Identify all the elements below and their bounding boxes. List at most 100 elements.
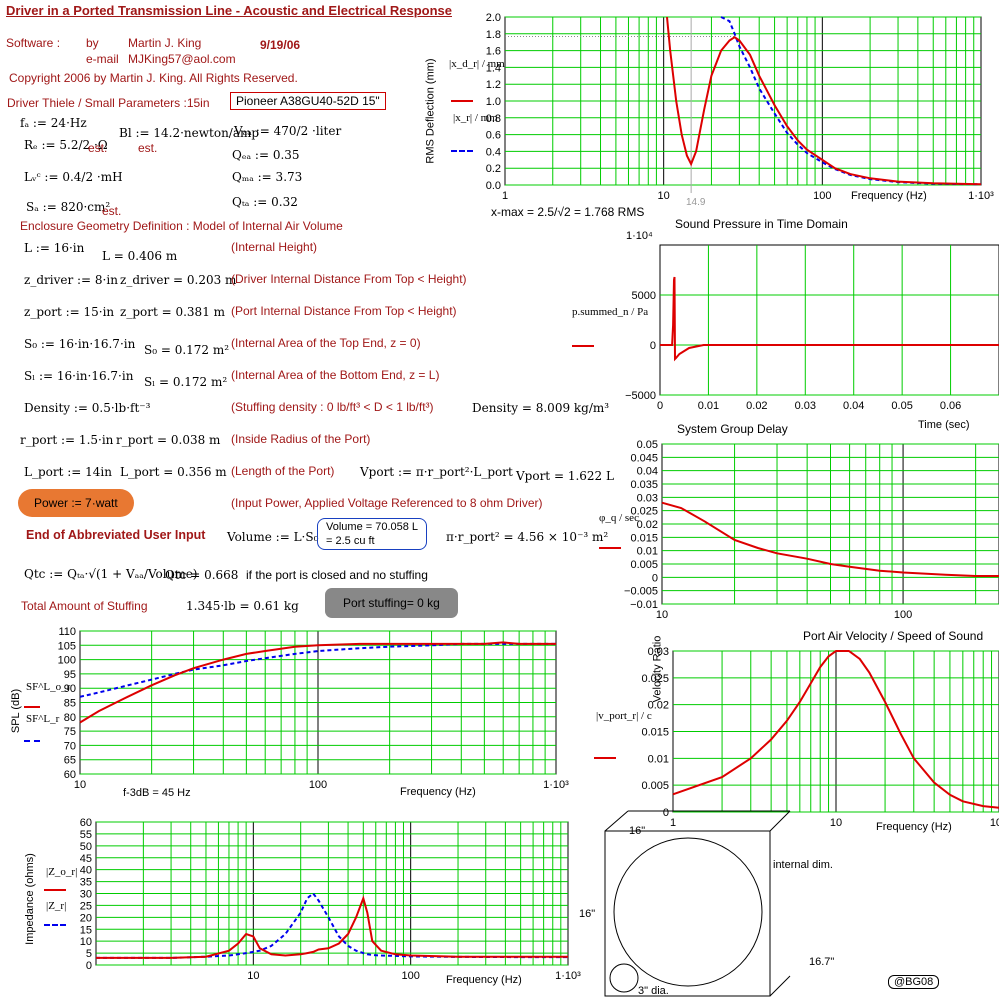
spl-ytick: 85 <box>64 698 76 710</box>
row-desc: (Length of the Port) <box>231 464 335 478</box>
delay-xtick: 100 <box>894 609 912 621</box>
velocity-legend: |v_port_r| / c <box>596 710 652 722</box>
pressure-xtick: 0 <box>657 400 663 412</box>
velocity-red-line <box>672 650 999 809</box>
volume-cuft: = 2.5 cu ft <box>326 535 375 547</box>
copyright: Copyright 2006 by Martin J. King. All Ri… <box>9 71 298 85</box>
velocity-ytick: 0.015 <box>641 727 669 739</box>
param-lvc: Lᵥᶜ := 0.4/2 ·mH <box>24 170 123 184</box>
delay-ytick: 0.03 <box>637 492 658 504</box>
spl-ytick: 75 <box>64 726 76 738</box>
deflection-ytick: 1.0 <box>486 96 501 108</box>
date: 9/19/06 <box>260 38 301 52</box>
spl-xlabel: Frequency (Hz) <box>400 786 476 798</box>
port-circle <box>609 963 639 993</box>
software-label: Software : <box>6 36 61 50</box>
spl-legend-red-swatch <box>24 706 40 708</box>
impedance-ytick: 15 <box>80 924 92 936</box>
spl-ytick: 95 <box>64 669 76 681</box>
pressure-legend: p.summed_n / Pa <box>572 306 649 318</box>
impedance-legend-blue-swatch <box>44 924 66 926</box>
velocity-xlabel: Frequency (Hz) <box>876 821 952 833</box>
row-input: z_driver := 8·in <box>24 273 118 287</box>
row-desc: (Internal Height) <box>231 240 318 254</box>
xmax-label: x-max = 2.5/√2 = 1.768 RMS <box>491 205 645 219</box>
author: Martin J. King <box>128 36 202 50</box>
row-desc: (Driver Internal Distance From Top < Hei… <box>231 272 467 286</box>
box-bottom-edge <box>769 975 791 997</box>
deflection-legend-red: |x_d_r| / mm <box>449 58 505 70</box>
spl-ytick: 105 <box>58 640 76 652</box>
deflection-ytick: 1.8 <box>486 29 501 41</box>
spl-legend-blue: SF^L_r <box>26 713 60 725</box>
impedance-blue-line <box>96 892 568 959</box>
volume-result-box: Volume = 70.058 L = 2.5 cu ft <box>317 518 428 550</box>
row-desc: (Internal Area of the Top End, z = 0) <box>231 336 421 350</box>
spl-ylabel: SPL (dB) <box>10 688 23 734</box>
driver-model-field[interactable]: Pioneer A38GU40-52D 15" <box>230 92 386 110</box>
row-result: L = 0.406 m <box>102 249 178 263</box>
spl-xtick: 100 <box>309 779 327 791</box>
impedance-ytick: 50 <box>80 841 92 853</box>
row-desc: (Stuffing density : 0 lb/ft³ < D < 1 lb/… <box>231 400 434 414</box>
param-vad: Vₐₐ := 470/2 ·liter <box>234 124 342 138</box>
row-result: z_port = 0.381 m <box>120 305 226 319</box>
delay-ytick: 0.05 <box>637 439 658 451</box>
param-qed: Qₑₐ := 0.35 <box>232 148 300 162</box>
impedance-legend-red: |Z_o_r| <box>46 866 78 878</box>
delay-ytick: 0.005 <box>630 559 658 571</box>
pressure-xtick: 0.03 <box>795 400 816 412</box>
spl-ytick: 110 <box>58 626 76 638</box>
impedance-xtick: 1·10³ <box>555 970 581 982</box>
pressure-red-line <box>660 276 999 362</box>
spl-ytick: 100 <box>58 655 76 667</box>
param-re: Rₑ := 5.2/2 ·Ω <box>24 138 108 152</box>
deflection-ytick: 0.4 <box>486 146 501 158</box>
port-area: π·r_port² = 4.56 × 10⁻³ m² <box>446 530 609 544</box>
port-stuffing-field[interactable]: Port stuffing= 0 kg <box>325 588 458 618</box>
deflection-ytick: 0.2 <box>486 163 501 175</box>
delay-ytick: 0.015 <box>630 532 658 544</box>
row-result: S₀ = 0.172 m² <box>144 343 230 357</box>
spl-legend-red: SF^L_o_r <box>26 681 71 693</box>
deflection-legend-blue: |x_r| / mm <box>453 112 498 124</box>
deflection-ytick: 1.2 <box>486 79 501 91</box>
power-description: (Input Power, Applied Voltage Referenced… <box>231 496 543 510</box>
param-sd: Sₐ := 820·cm² <box>26 200 111 214</box>
pressure-xtick: 0.05 <box>891 400 912 412</box>
pressure-ytick: 0 <box>650 340 656 352</box>
email[interactable]: MJKing57@aol.com <box>128 52 236 66</box>
pressure-xtick: 0.02 <box>746 400 767 412</box>
row-input: z_port := 15·in <box>24 305 115 319</box>
row-result: z_driver = 0.203 m <box>120 273 237 287</box>
qtc-value: Qtc = 0.668 <box>165 568 239 582</box>
f3db-label: f-3dB = 45 Hz <box>123 787 191 799</box>
deflection-ytick: 0.6 <box>486 130 501 142</box>
row-input: Density := 0.5·lb·ft⁻³ <box>24 401 151 415</box>
power-input[interactable]: Power := 7·watt <box>18 489 134 517</box>
row-desc: (Internal Area of the Bottom End, z = L) <box>231 368 440 382</box>
enclosure-section-label: Enclosure Geometry Definition : Model of… <box>20 219 343 233</box>
spl-blue-line <box>79 642 556 698</box>
pressure-xtick: 0.06 <box>940 400 961 412</box>
diagram-width-label: 16" <box>629 825 646 837</box>
impedance-xlabel: Frequency (Hz) <box>446 974 522 986</box>
diagram-depth-label: 16.7" <box>809 956 835 968</box>
row-input: r_port := 1.5·in <box>20 433 114 447</box>
end-user-input-label: End of Abbreviated User Input <box>26 528 206 542</box>
pressure-ytick: −5000 <box>625 390 656 402</box>
delay-red-line <box>661 501 999 577</box>
velocity-legend-swatch <box>594 757 616 759</box>
spl-ytick: 65 <box>64 755 76 767</box>
spl-ytick: 60 <box>64 769 76 781</box>
impedance-ytick: 20 <box>80 912 92 924</box>
param-re-est: est. <box>88 141 108 155</box>
delay-xtick: 10 <box>656 609 668 621</box>
impedance-legend-red-swatch <box>44 889 66 891</box>
box-top-edge <box>604 810 629 832</box>
delay-ytick: 0.035 <box>630 479 658 491</box>
row-input: S₀ := 16·in·16.7·in <box>24 337 136 351</box>
impedance-ytick: 45 <box>80 853 92 865</box>
pressure-xlabel: Time (sec) <box>918 419 970 431</box>
impedance-ytick: 10 <box>80 936 92 948</box>
